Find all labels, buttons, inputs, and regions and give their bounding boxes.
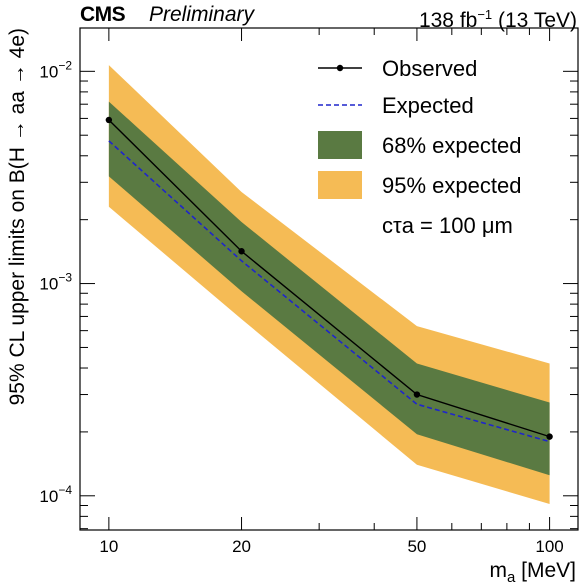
y-tick-label: 10−4 <box>39 483 72 506</box>
legend-observed-marker <box>336 64 344 72</box>
observed-line <box>108 119 550 438</box>
axes-frame <box>79 27 579 531</box>
x-tick-label: 50 <box>407 537 426 556</box>
y-tick-label: 10−3 <box>39 271 72 294</box>
lumi-energy: (13 TeV) <box>492 9 577 32</box>
legend-label: Observed <box>382 56 477 81</box>
bands-layer <box>108 65 550 504</box>
observed-point <box>413 391 421 398</box>
x-tick-label: 10 <box>99 537 118 556</box>
observed-point <box>238 248 245 255</box>
y-tick-label: 10−2 <box>39 58 72 81</box>
observed-point <box>546 433 553 440</box>
x-axis-title: ma [MeV] <box>489 559 576 583</box>
curves-layer <box>105 116 553 443</box>
lumi-exponent: −1 <box>477 7 493 22</box>
cms-label: CMS <box>80 3 126 26</box>
legend-label: Expected <box>382 93 474 118</box>
lumi-value: 138 fb <box>418 9 478 32</box>
preliminary-label: Preliminary <box>149 3 255 26</box>
axis-labels: 10 20 50 100 10−4 10−3 10−2 ma [MeV] 95% CL uppe… <box>6 28 576 583</box>
x-tick-label: 20 <box>232 537 251 556</box>
legend-95-swatch <box>318 171 362 199</box>
y-axis-title: 95% CL upper limits on B(H → aa → 4e) <box>6 28 29 405</box>
expected-line <box>108 140 550 443</box>
observed-point <box>105 116 113 124</box>
legend-label: 95% expected <box>382 173 521 198</box>
band-68-expected <box>108 101 550 476</box>
plot-frame <box>79 27 579 531</box>
legend-annotation: cτa = 100 μm <box>382 213 513 238</box>
x-tick-label: 100 <box>535 537 563 556</box>
luminosity-label: 138 fb−1 (13 TeV) <box>419 0 577 36</box>
legend-68-swatch <box>318 131 362 159</box>
legend-label: 68% expected <box>382 133 521 158</box>
legend: Observed Expected 68% expected 95% expected… <box>318 56 521 238</box>
